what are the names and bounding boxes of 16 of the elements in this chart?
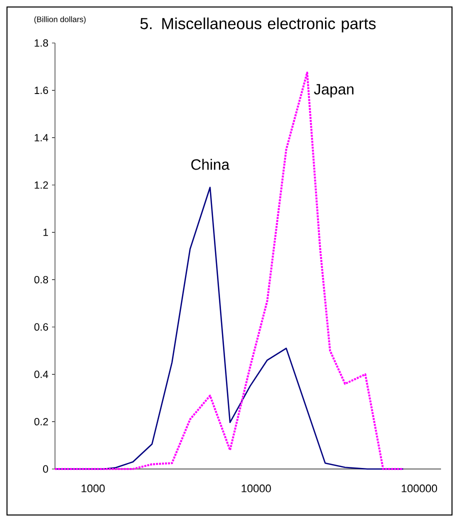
y-tick-label: 0.4 (34, 370, 48, 378)
y-tick-label: 0 (43, 465, 48, 473)
y-tick-label: 1.2 (34, 181, 48, 189)
chart-title: 5. Miscellaneous electronic parts (140, 18, 376, 32)
series-label: China (191, 158, 230, 170)
y-tick-label: 1 (43, 228, 48, 236)
x-tick-label: 100000 (402, 484, 438, 492)
y-tick-label: 1.4 (34, 134, 48, 142)
y-tick-label: 1.6 (34, 86, 48, 94)
series-label: Japan (314, 84, 354, 98)
y-tick-label: 0.2 (34, 418, 48, 426)
x-tick-label: 10000 (242, 484, 271, 492)
y-tick-label: 0.8 (34, 276, 48, 284)
x-tick-label: 1000 (82, 484, 105, 492)
y-tick-label: 1.8 (34, 39, 48, 47)
y-tick-label: 0.6 (34, 323, 48, 331)
